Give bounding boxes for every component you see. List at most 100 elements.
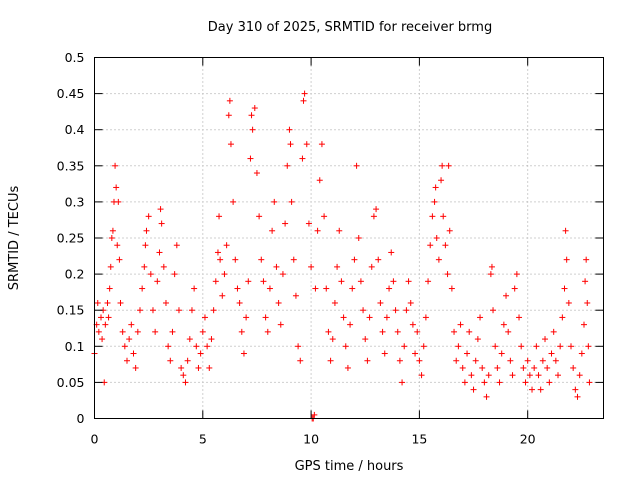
data-point: [438, 177, 445, 184]
data-point: [405, 278, 412, 285]
data-point: [420, 343, 427, 350]
data-point: [115, 198, 122, 205]
data-point: [158, 220, 165, 227]
data-point: [548, 350, 555, 357]
data-point: [143, 227, 150, 234]
x-tick-label: 5: [199, 432, 207, 447]
data-point: [165, 343, 172, 350]
data-point: [201, 314, 208, 321]
data-point: [407, 299, 414, 306]
data-point: [522, 379, 529, 386]
data-point: [216, 213, 223, 220]
data-point: [119, 328, 126, 335]
data-point: [344, 364, 351, 371]
data-point: [193, 343, 200, 350]
data-point: [169, 328, 176, 335]
data-point: [353, 162, 360, 169]
data-point: [403, 307, 410, 314]
data-point: [342, 343, 349, 350]
data-point: [383, 314, 390, 321]
data-point: [97, 314, 104, 321]
data-point: [308, 263, 315, 270]
data-point: [226, 97, 233, 104]
data-point: [409, 321, 416, 328]
data-point: [582, 278, 589, 285]
data-point: [288, 198, 295, 205]
data-point: [574, 393, 581, 400]
data-point: [234, 285, 241, 292]
data-point: [578, 350, 585, 357]
data-point: [173, 242, 180, 249]
data-point: [149, 307, 156, 314]
data-point: [301, 90, 308, 97]
data-point: [334, 263, 341, 270]
data-point: [175, 307, 182, 314]
data-point: [292, 292, 299, 299]
data-point: [290, 256, 297, 263]
data-point: [121, 343, 128, 350]
data-point: [368, 263, 375, 270]
plot-frame: [94, 57, 604, 419]
data-point: [570, 364, 577, 371]
data-point: [431, 198, 438, 205]
data-point: [266, 285, 273, 292]
data-point: [286, 126, 293, 133]
data-point: [445, 162, 452, 169]
data-point: [329, 336, 336, 343]
data-point: [479, 364, 486, 371]
data-point: [340, 314, 347, 321]
data-point: [275, 299, 282, 306]
data-point: [210, 307, 217, 314]
data-point: [362, 336, 369, 343]
data-point: [300, 97, 307, 104]
data-point: [503, 292, 510, 299]
data-point: [180, 372, 187, 379]
data-point: [134, 328, 141, 335]
data-point: [114, 242, 121, 249]
data-point: [576, 372, 583, 379]
x-axis-label: GPS time / hours: [295, 459, 404, 474]
x-tick-label: 20: [520, 432, 536, 447]
data-point: [440, 213, 447, 220]
data-point: [559, 314, 566, 321]
data-point: [529, 386, 536, 393]
data-point: [197, 350, 204, 357]
data-point: [557, 343, 564, 350]
data-point: [264, 328, 271, 335]
data-point: [171, 271, 178, 278]
data-point: [396, 357, 403, 364]
data-point: [311, 411, 318, 418]
data-point: [401, 343, 408, 350]
data-point: [338, 278, 345, 285]
data-point: [399, 379, 406, 386]
data-point: [583, 256, 590, 263]
y-tick-label: 0.15: [57, 303, 85, 318]
data-point: [182, 379, 189, 386]
data-point: [271, 198, 278, 205]
data-point: [105, 314, 112, 321]
data-point: [392, 307, 399, 314]
data-point: [123, 357, 130, 364]
chart-title: Day 310 of 2025, SRMTID for receiver brm…: [208, 20, 492, 35]
y-tick-label: 0.25: [57, 231, 85, 246]
data-point: [357, 278, 364, 285]
data-point: [256, 213, 263, 220]
data-point: [199, 328, 206, 335]
data-point: [444, 271, 451, 278]
x-tick-label: 15: [411, 432, 427, 447]
data-point: [347, 321, 354, 328]
data-point: [464, 350, 471, 357]
data-point: [518, 343, 525, 350]
data-point: [212, 278, 219, 285]
axis-ticks: 0 0.05 0.1 0.15 0.2 0.25 0.3 0.35 0.4 0.45 0.5 0 5 10…: [57, 50, 604, 447]
data-point: [186, 336, 193, 343]
data-point: [188, 307, 195, 314]
data-point: [107, 263, 114, 270]
data-point: [232, 256, 239, 263]
data-point: [282, 220, 289, 227]
data-point: [422, 314, 429, 321]
data-point: [394, 328, 401, 335]
data-point: [99, 336, 106, 343]
data-point: [488, 263, 495, 270]
